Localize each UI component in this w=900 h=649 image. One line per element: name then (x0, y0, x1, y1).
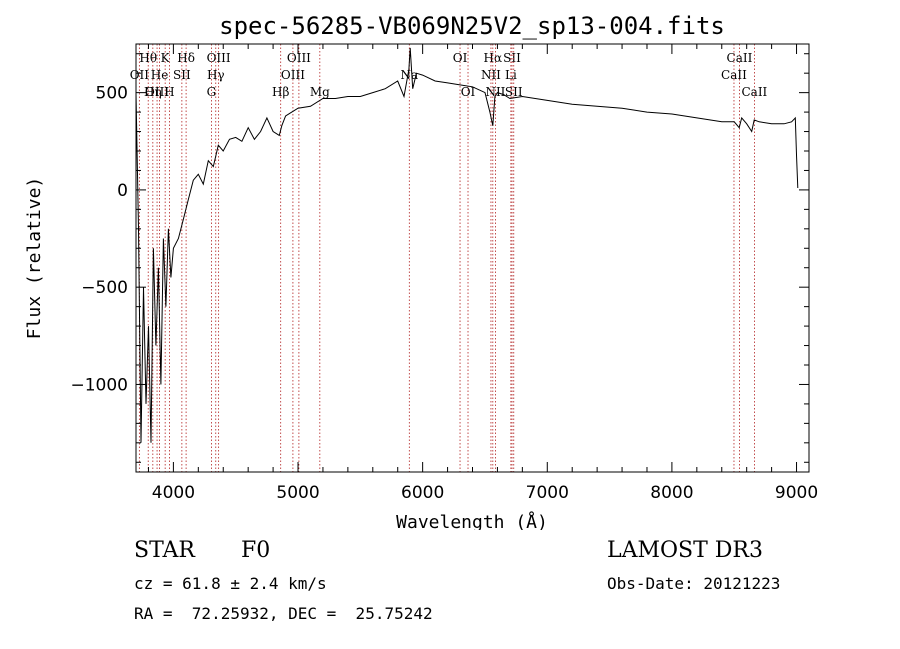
x-tick-label-0: 4000 (152, 483, 195, 503)
y-tick-label-0: −1000 (70, 375, 128, 395)
line-label-1: OII (130, 68, 150, 82)
line-label-22: SII (503, 51, 521, 65)
chart-title: spec-56285-VB069N25V2_sp13-004.fits (219, 12, 725, 40)
line-label-25: CaII (727, 51, 753, 65)
line-label-23: Li (505, 68, 517, 82)
line-label-3: Hη (144, 85, 162, 99)
line-label-0: Hθ (139, 51, 157, 65)
survey-name: LAMOST DR3 (607, 538, 763, 563)
line-label-4: K (161, 51, 171, 65)
line-label-26: CaII (721, 68, 747, 82)
line-label-7: H (164, 85, 174, 99)
line-label-16: Na (400, 68, 418, 82)
axis-ticks: 4000 5000 6000 7000 8000 9000 −1000 −500 0 500 (70, 44, 818, 503)
data-layer (135, 47, 799, 443)
line-label-19: Hα (484, 51, 503, 65)
line-label-6: SII (173, 68, 191, 82)
line-label-9: OIII (207, 51, 231, 65)
y-tick-label-1: −500 (81, 278, 128, 298)
x-tick-label-5: 9000 (775, 483, 818, 503)
line-label-10: Hγ (207, 68, 225, 82)
line-label-14: OIII (281, 68, 305, 82)
object-class: STAR (134, 538, 195, 563)
plot-frame (135, 43, 810, 473)
x-tick-label-1: 5000 (276, 483, 319, 503)
line-label-27: CaII (741, 85, 767, 99)
spectrum-chart: spec-56285-VB069N25V2_sp13-004.fits Hθ OI… (24, 12, 818, 530)
line-label-15: Mg (310, 85, 330, 99)
x-tick-label-2: 6000 (401, 483, 444, 503)
object-subclass: F0 (241, 538, 271, 563)
y-tick-label-3: 500 (96, 84, 128, 104)
x-tick-label-4: 8000 (650, 483, 693, 503)
line-label-8: Hδ (177, 51, 195, 65)
x-tick-label-3: 7000 (526, 483, 569, 503)
line-label-2: OIII (145, 85, 169, 99)
line-label-18: OI (461, 85, 476, 99)
line-label-24: SII (505, 85, 523, 99)
ra-dec-value: RA = 72.25932, DEC = 25.75242 (134, 604, 433, 623)
line-label-21: NII (485, 85, 505, 99)
y-axis-label: Flux (relative) (24, 177, 45, 340)
observation-date: Obs-Date: 20121223 (607, 574, 781, 593)
y-tick-label-2: 0 (117, 181, 128, 201)
line-label-12: Hβ (272, 85, 289, 99)
redshift-value: cz = 61.8 ± 2.4 km/s (134, 574, 327, 593)
spectrum-series-line (135, 47, 799, 443)
line-label-11: G (207, 85, 217, 99)
line-label-13: OIII (287, 51, 311, 65)
x-axis-label: Wavelength (Å) (396, 511, 548, 530)
line-label-20: NII (481, 68, 501, 82)
line-label-5: He (151, 68, 169, 82)
line-label-17: OI (453, 51, 468, 65)
